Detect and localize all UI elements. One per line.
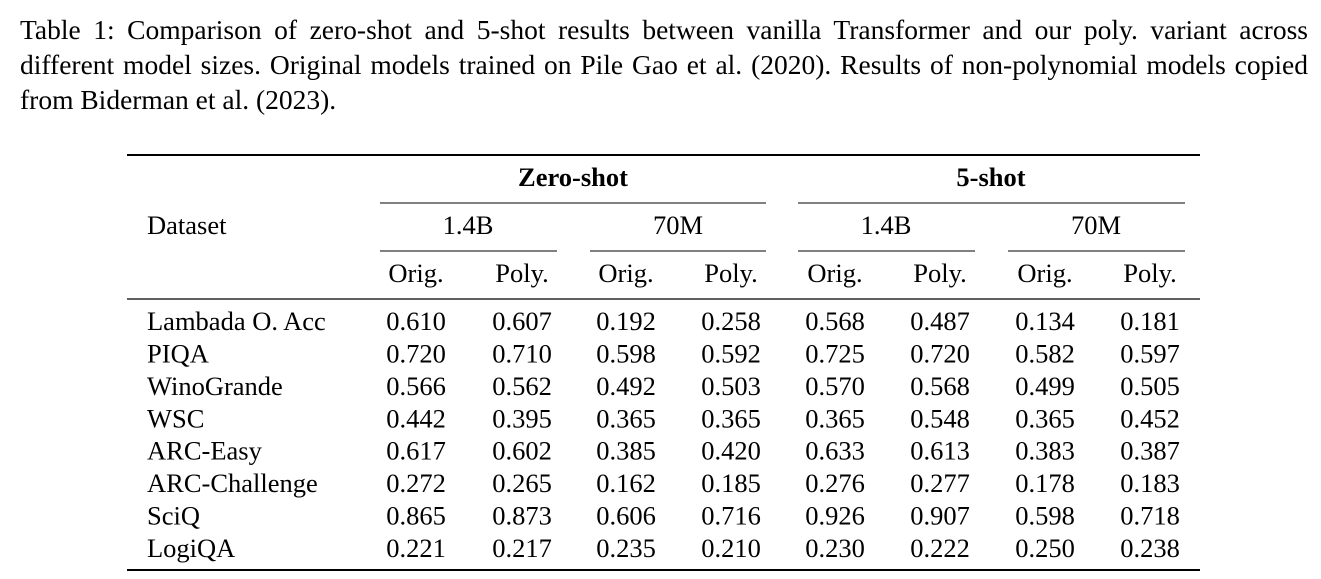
cell-value: 0.185 xyxy=(701,468,761,498)
cell-value: 0.562 xyxy=(492,371,552,401)
cell-value: 0.178 xyxy=(1015,468,1075,498)
cell-value: 0.395 xyxy=(492,403,552,433)
cell-value: 0.865 xyxy=(386,500,446,530)
row-label: ARC-Challenge xyxy=(147,468,318,498)
cell-value: 0.235 xyxy=(596,533,656,563)
cell-value: 0.385 xyxy=(596,436,656,466)
cell-value: 0.598 xyxy=(596,338,656,368)
cell-value: 0.162 xyxy=(596,468,656,498)
cell-value: 0.221 xyxy=(386,533,446,563)
row-label: WSC xyxy=(147,403,204,433)
size-header: 1.4B xyxy=(443,210,494,240)
cell-value: 0.272 xyxy=(386,468,446,498)
row-label: Lambada O. Acc xyxy=(147,306,326,336)
cell-value: 0.383 xyxy=(1015,436,1075,466)
cell-value: 0.633 xyxy=(805,436,865,466)
row-label: PIQA xyxy=(147,338,209,368)
cell-value: 0.492 xyxy=(596,371,656,401)
cell-value: 0.602 xyxy=(492,436,552,466)
group-header: 5-shot xyxy=(956,162,1025,192)
cell-value: 0.365 xyxy=(1015,403,1075,433)
column-header: Orig. xyxy=(1017,258,1072,288)
cell-value: 0.907 xyxy=(910,500,970,530)
cell-value: 0.210 xyxy=(701,533,761,563)
cell-value: 0.873 xyxy=(492,500,552,530)
column-header: Poly. xyxy=(1123,258,1177,288)
cell-value: 0.365 xyxy=(701,403,761,433)
column-header: Dataset xyxy=(147,210,227,240)
column-header: Orig. xyxy=(807,258,862,288)
cell-value: 0.192 xyxy=(596,306,656,336)
cell-value: 0.222 xyxy=(910,533,970,563)
cell-value: 0.387 xyxy=(1120,436,1180,466)
cell-value: 0.258 xyxy=(701,306,761,336)
cell-value: 0.499 xyxy=(1015,371,1075,401)
cell-value: 0.487 xyxy=(910,306,970,336)
group-header: Zero-shot xyxy=(518,162,628,192)
size-header: 70M xyxy=(653,210,703,240)
cell-value: 0.613 xyxy=(910,436,970,466)
cell-value: 0.720 xyxy=(910,338,970,368)
cell-value: 0.725 xyxy=(805,338,865,368)
cell-value: 0.617 xyxy=(386,436,446,466)
cell-value: 0.566 xyxy=(386,371,446,401)
cell-value: 0.250 xyxy=(1015,533,1075,563)
cell-value: 0.276 xyxy=(805,468,865,498)
cell-value: 0.568 xyxy=(805,306,865,336)
column-header: Poly. xyxy=(913,258,967,288)
cell-value: 0.183 xyxy=(1120,468,1180,498)
size-header: 70M xyxy=(1071,210,1121,240)
cell-value: 0.442 xyxy=(386,403,446,433)
cell-value: 0.568 xyxy=(910,371,970,401)
row-label: LogiQA xyxy=(147,533,235,563)
cell-value: 0.610 xyxy=(386,306,446,336)
cell-value: 0.134 xyxy=(1015,306,1075,336)
cell-value: 0.420 xyxy=(701,436,761,466)
cell-value: 0.582 xyxy=(1015,338,1075,368)
cell-value: 0.452 xyxy=(1120,403,1180,433)
cell-value: 0.710 xyxy=(492,338,552,368)
cell-value: 0.503 xyxy=(701,371,761,401)
row-label: SciQ xyxy=(147,500,200,530)
cell-value: 0.265 xyxy=(492,468,552,498)
cell-value: 0.926 xyxy=(805,500,865,530)
cell-value: 0.365 xyxy=(805,403,865,433)
cell-value: 0.606 xyxy=(596,500,656,530)
cell-value: 0.718 xyxy=(1120,500,1180,530)
size-header: 1.4B xyxy=(861,210,912,240)
cell-value: 0.217 xyxy=(492,533,552,563)
cell-value: 0.238 xyxy=(1120,533,1180,563)
cell-value: 0.230 xyxy=(805,533,865,563)
cell-value: 0.597 xyxy=(1120,338,1180,368)
column-header: Poly. xyxy=(704,258,758,288)
column-header: Orig. xyxy=(388,258,443,288)
cell-value: 0.277 xyxy=(910,468,970,498)
column-header: Poly. xyxy=(495,258,549,288)
cell-value: 0.592 xyxy=(701,338,761,368)
cell-value: 0.720 xyxy=(386,338,446,368)
cell-value: 0.598 xyxy=(1015,500,1075,530)
row-label: WinoGrande xyxy=(147,371,283,401)
cell-value: 0.570 xyxy=(805,371,865,401)
cell-value: 0.548 xyxy=(910,403,970,433)
cell-value: 0.716 xyxy=(701,500,761,530)
cell-value: 0.607 xyxy=(492,306,552,336)
table-caption: Table 1: Comparison of zero-shot and 5-s… xyxy=(20,14,1308,115)
cell-value: 0.181 xyxy=(1120,306,1180,336)
cell-value: 0.365 xyxy=(596,403,656,433)
column-header: Orig. xyxy=(598,258,653,288)
row-label: ARC-Easy xyxy=(147,436,263,466)
cell-value: 0.505 xyxy=(1120,371,1180,401)
